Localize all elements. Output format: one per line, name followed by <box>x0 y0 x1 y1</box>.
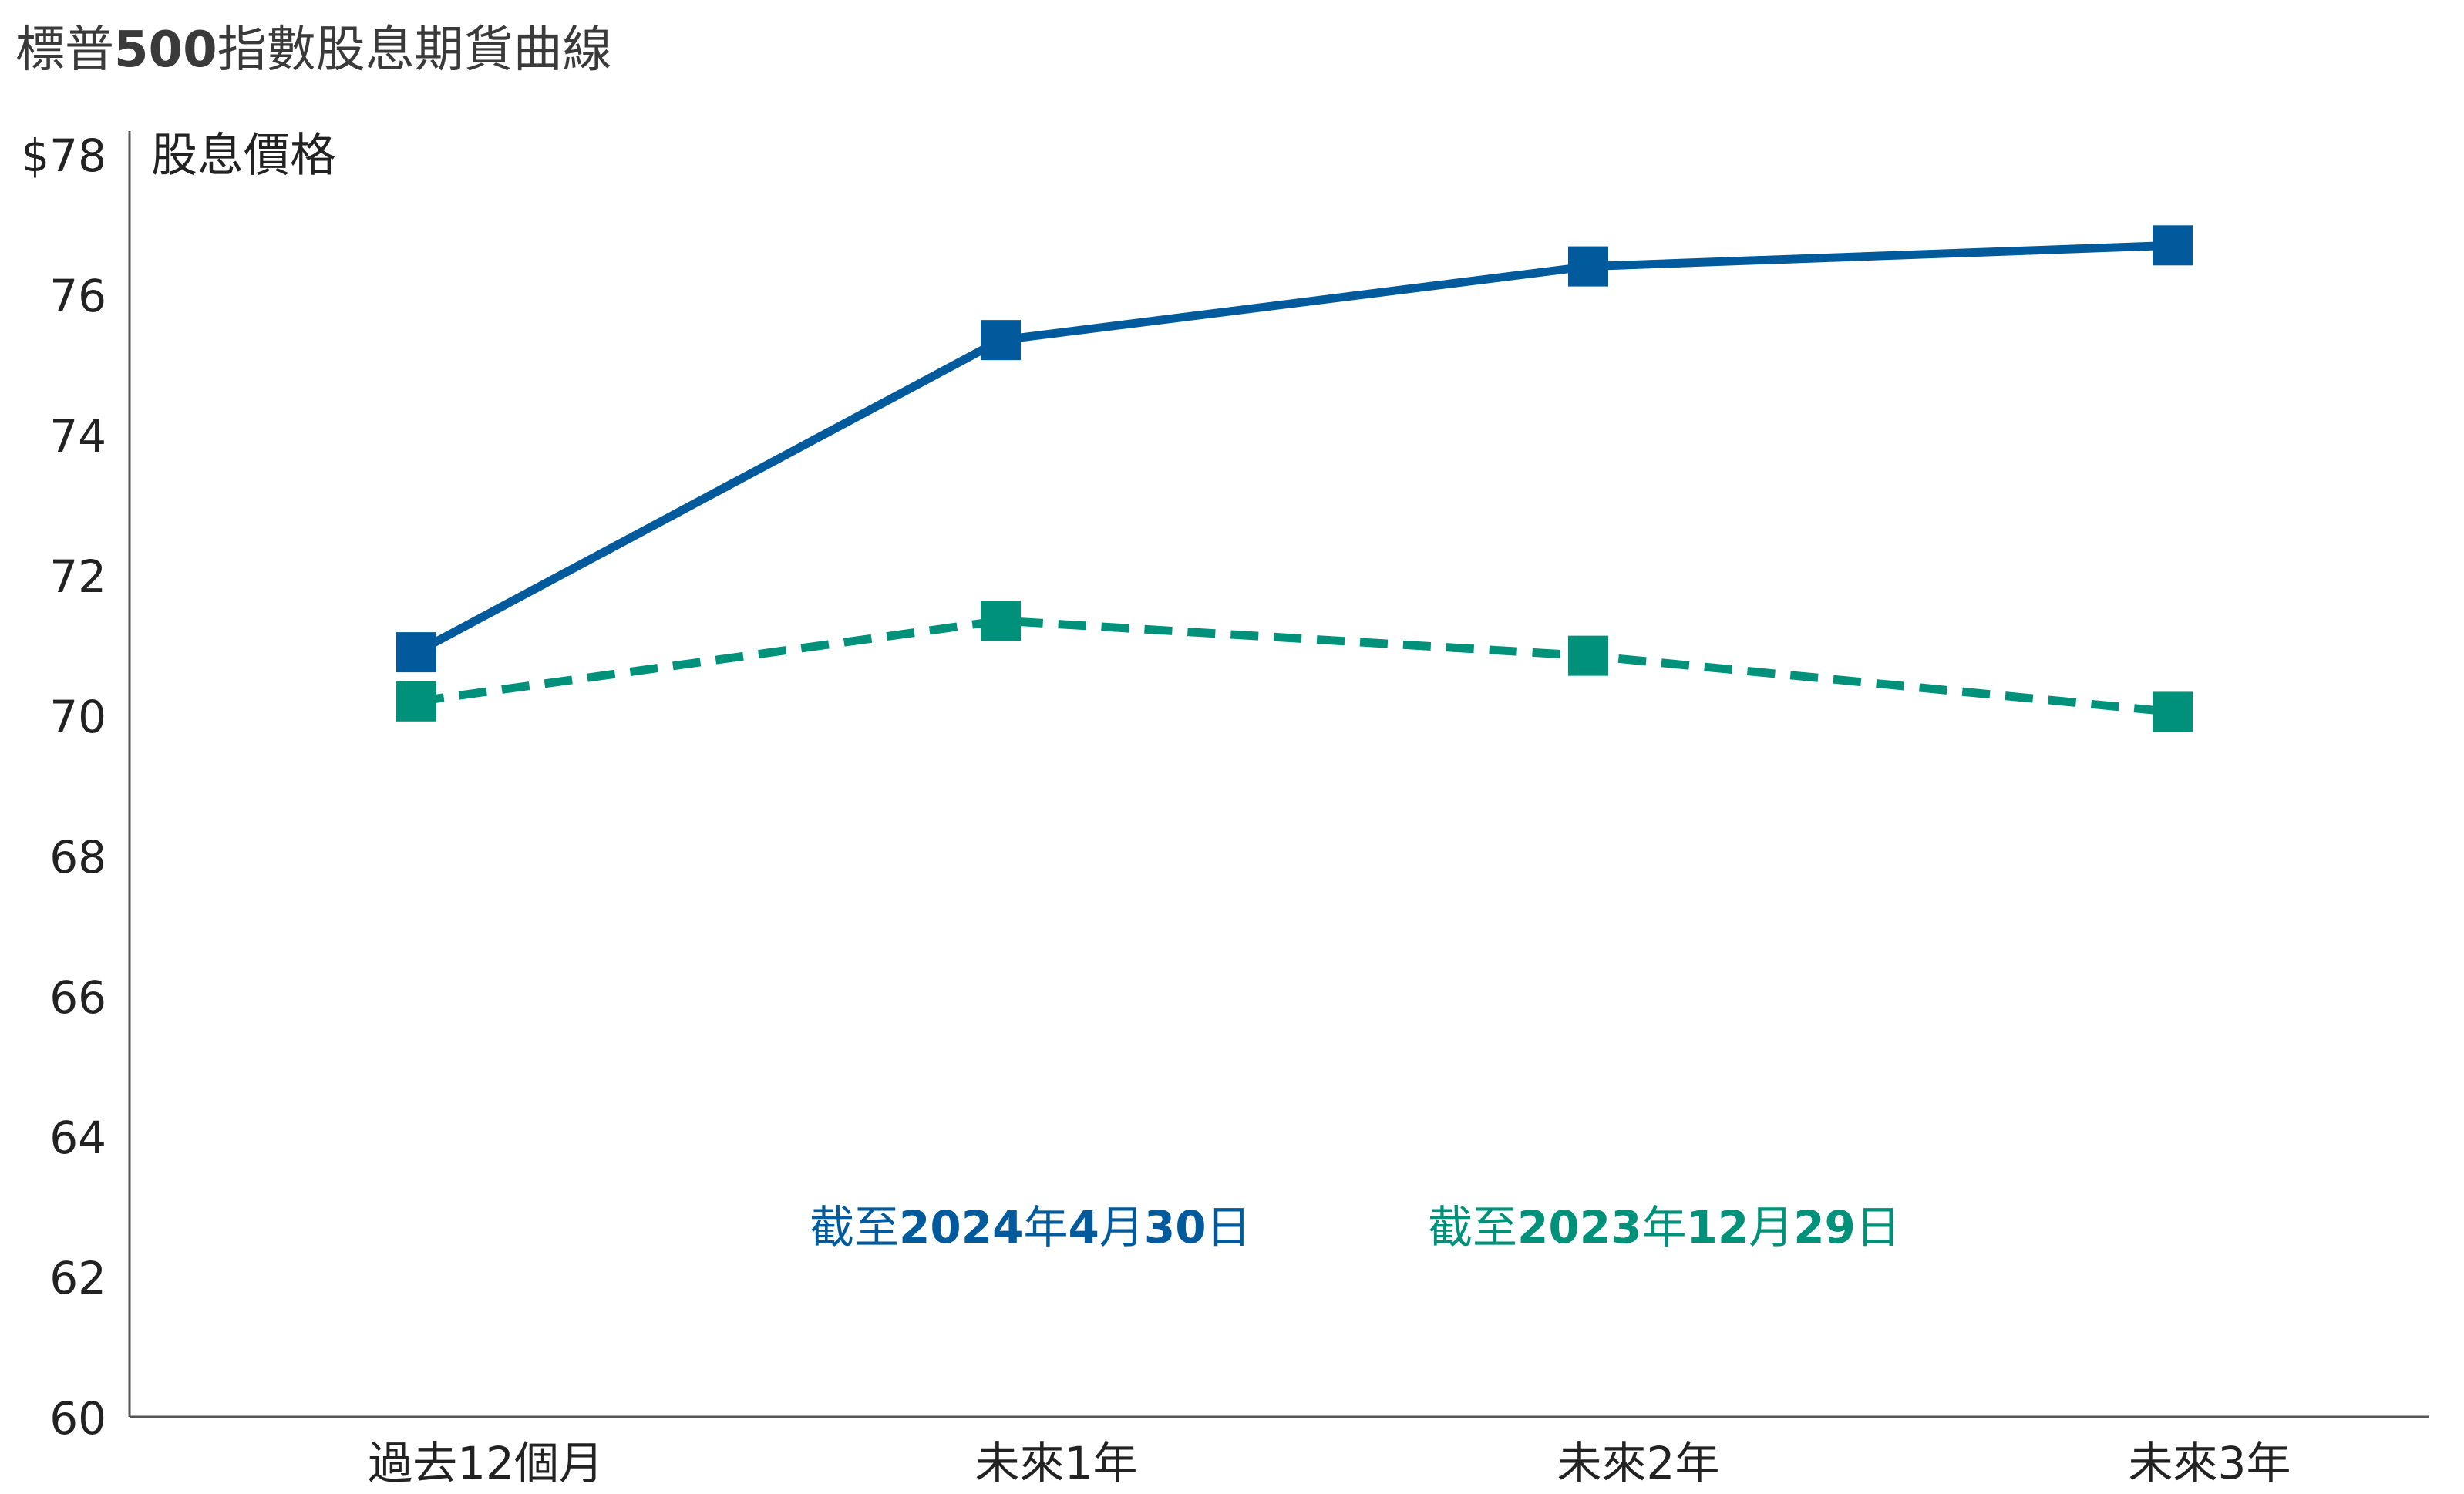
series-1-marker-2 <box>1568 635 1608 676</box>
x-tick-label-next-3-years: 未來3年 <box>2129 1437 2291 1489</box>
series-0-marker-1 <box>981 320 1021 361</box>
y-tick-label-74: 74 <box>49 410 106 463</box>
y-tick-label-68: 68 <box>49 831 106 883</box>
series-0-marker-3 <box>2153 225 2193 266</box>
legend-series-dec-2023: 截至2023年12月29日 <box>1428 1201 1900 1253</box>
series-0-marker-0 <box>396 632 436 673</box>
chart-title: 標普500指數股息期貨曲線 <box>15 22 612 79</box>
y-axis-label: 股息價格 <box>151 129 336 183</box>
y-tick-label-60: 60 <box>49 1392 106 1445</box>
y-tick-label-64: 64 <box>49 1112 106 1164</box>
y-tick-label-78: $78 <box>21 130 106 182</box>
y-tick-labels: 60 62 64 66 68 70 72 74 76 $78 <box>21 130 106 1445</box>
x-tick-label-next-2-years: 未來2年 <box>1557 1437 1720 1489</box>
y-tick-label-76: 76 <box>49 270 106 322</box>
series-layer <box>396 225 2193 732</box>
series-1-marker-0 <box>396 681 436 722</box>
y-tick-label-66: 66 <box>49 971 106 1024</box>
x-tick-label-past-12-months: 過去12個月 <box>368 1437 604 1489</box>
y-tick-label-70: 70 <box>49 691 106 743</box>
series-1-marker-1 <box>981 601 1021 641</box>
series-0-marker-2 <box>1568 246 1608 287</box>
x-tick-label-next-1-year: 未來1年 <box>975 1437 1138 1489</box>
y-tick-label-62: 62 <box>49 1252 106 1304</box>
legend-series-apr-2024: 截至2024年4月30日 <box>810 1201 1251 1253</box>
series-line-0 <box>414 241 2173 656</box>
x-tick-labels: 過去12個月 未來1年 未來2年 未來3年 <box>368 1437 2291 1489</box>
y-tick-label-72: 72 <box>49 550 106 603</box>
series-1-marker-3 <box>2153 691 2193 732</box>
series-line-1 <box>416 616 2173 716</box>
